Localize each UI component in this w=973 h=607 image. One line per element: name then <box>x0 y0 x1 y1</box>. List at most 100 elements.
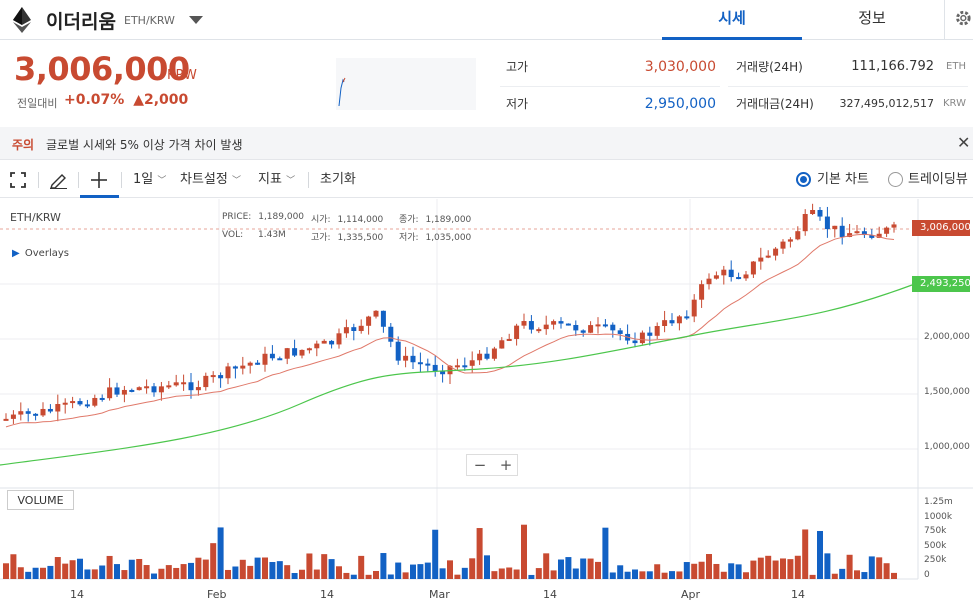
volume-bar <box>247 565 254 579</box>
candle-body <box>151 386 157 393</box>
volume-bar <box>424 562 431 579</box>
indicators-dropdown[interactable]: 지표 ﹀ <box>258 161 295 198</box>
volume-bar <box>180 564 187 579</box>
volume-bar <box>794 555 801 579</box>
pencil-icon[interactable] <box>49 171 68 189</box>
overlays-toggle[interactable]: ▶ Overlays <box>12 248 69 259</box>
info-high-value: 1,335,500 <box>337 233 384 243</box>
info-high-label: 고가: <box>311 233 331 243</box>
volume-bar <box>151 573 157 579</box>
candle-body <box>114 387 120 395</box>
volume-bar <box>328 559 335 579</box>
coin-header: 이더리움 ETH/KRW 시세 정보 <box>0 0 973 40</box>
candle-body <box>676 316 682 324</box>
price-unit: KRW <box>167 68 197 83</box>
volume-bar <box>632 569 638 579</box>
candle-body <box>832 225 838 230</box>
crosshair-icon[interactable] <box>91 172 107 188</box>
candle-body <box>891 224 897 228</box>
stat-value-label: 거래대금(24H) <box>736 97 814 111</box>
tab-info[interactable]: 정보 <box>858 9 886 27</box>
candle-body <box>469 360 475 366</box>
volume-bar <box>91 569 98 579</box>
volume-bar <box>77 558 83 579</box>
candle-body <box>573 324 579 331</box>
reset-button[interactable]: 초기화 <box>320 172 356 187</box>
volume-bar <box>373 570 379 579</box>
volume-bar <box>417 564 424 579</box>
candle-body <box>195 387 201 391</box>
volume-bar <box>728 563 735 579</box>
x-tick: Mar <box>429 588 450 601</box>
stat-value-unit: KRW <box>943 98 966 109</box>
volume-bar <box>358 555 365 579</box>
volume-bar <box>262 557 268 579</box>
volume-bar <box>528 574 535 579</box>
volume-bar <box>661 572 668 579</box>
volume-bar <box>735 564 742 579</box>
stat-value: 거래대금(24H) 327,495,012,517 KRW <box>736 87 968 121</box>
change-label: 전일대비 <box>17 97 58 110</box>
interval-dropdown[interactable]: 1일 ﹀ <box>133 161 166 198</box>
candle-body <box>336 333 342 345</box>
volume-bar <box>565 557 572 579</box>
volume-bar <box>646 571 653 579</box>
info-low-value: 1,035,000 <box>425 233 472 243</box>
last-price-tag: 3,006,000 <box>912 220 971 236</box>
price-chart[interactable]: ETH/KRW ▶ Overlays PRICE: 1,189,000 시가: … <box>0 199 973 607</box>
volume-tick: 250k <box>924 555 947 565</box>
volume-bar <box>750 560 757 579</box>
candle-body <box>166 385 172 388</box>
gear-icon[interactable] <box>944 0 973 40</box>
zoom-in-button[interactable]: + <box>499 456 513 474</box>
candle-body <box>277 358 283 361</box>
chart-settings-dropdown[interactable]: 차트설정 ﹀ <box>180 161 241 198</box>
volume-bar <box>54 557 61 579</box>
candle-body <box>292 348 298 356</box>
info-price: PRICE: 1,189,000 <box>222 212 304 222</box>
candle-body <box>558 321 564 324</box>
candle-body <box>847 233 853 237</box>
candle-body <box>358 325 364 331</box>
volume-bar <box>883 563 890 579</box>
basic-chart-radio[interactable] <box>796 172 811 187</box>
candle-body <box>736 277 742 280</box>
price-tick: 2,000,000 <box>924 332 970 342</box>
candle-body <box>210 375 216 378</box>
fullscreen-icon[interactable] <box>10 172 26 188</box>
tradingview-label[interactable]: 트레이딩뷰 <box>908 172 968 187</box>
tab-quote[interactable]: 시세 <box>662 0 802 40</box>
volume-bar <box>469 558 476 579</box>
candle-body <box>824 216 830 230</box>
candle-body <box>610 324 616 331</box>
x-tick: Apr <box>681 588 701 601</box>
current-price: 3,006,000 <box>14 50 190 88</box>
coin-select-caret-icon[interactable] <box>189 16 203 24</box>
zoom-out-button[interactable]: − <box>473 456 487 474</box>
x-tick: 14 <box>70 588 84 601</box>
tradingview-radio[interactable] <box>888 172 903 187</box>
coin-name: 이더리움 <box>46 11 116 33</box>
stat-low-value: 2,950,000 <box>644 96 716 112</box>
candle-body <box>595 324 601 327</box>
volume-bar <box>276 561 283 579</box>
stat-high-label: 고가 <box>506 60 529 74</box>
volume-bar <box>691 563 698 579</box>
volume-bar <box>513 569 520 579</box>
basic-chart-label[interactable]: 기본 차트 <box>817 172 869 187</box>
volume-bar <box>720 571 727 579</box>
volume-label: VOLUME <box>7 490 74 510</box>
volume-bar <box>217 527 224 579</box>
coin-pair: ETH/KRW <box>124 14 175 27</box>
volume-bar <box>876 557 883 579</box>
volume-bar <box>572 568 579 579</box>
candle-body <box>136 387 142 391</box>
volume-bar <box>387 574 394 579</box>
triangle-right-icon: ▶ <box>12 248 20 259</box>
candlestick-chart-svg[interactable] <box>0 199 973 607</box>
stat-low: 저가 2,950,000 <box>506 87 720 121</box>
volume-bar <box>106 555 113 579</box>
close-icon[interactable]: ✕ <box>957 133 971 152</box>
candle-body <box>262 353 268 365</box>
